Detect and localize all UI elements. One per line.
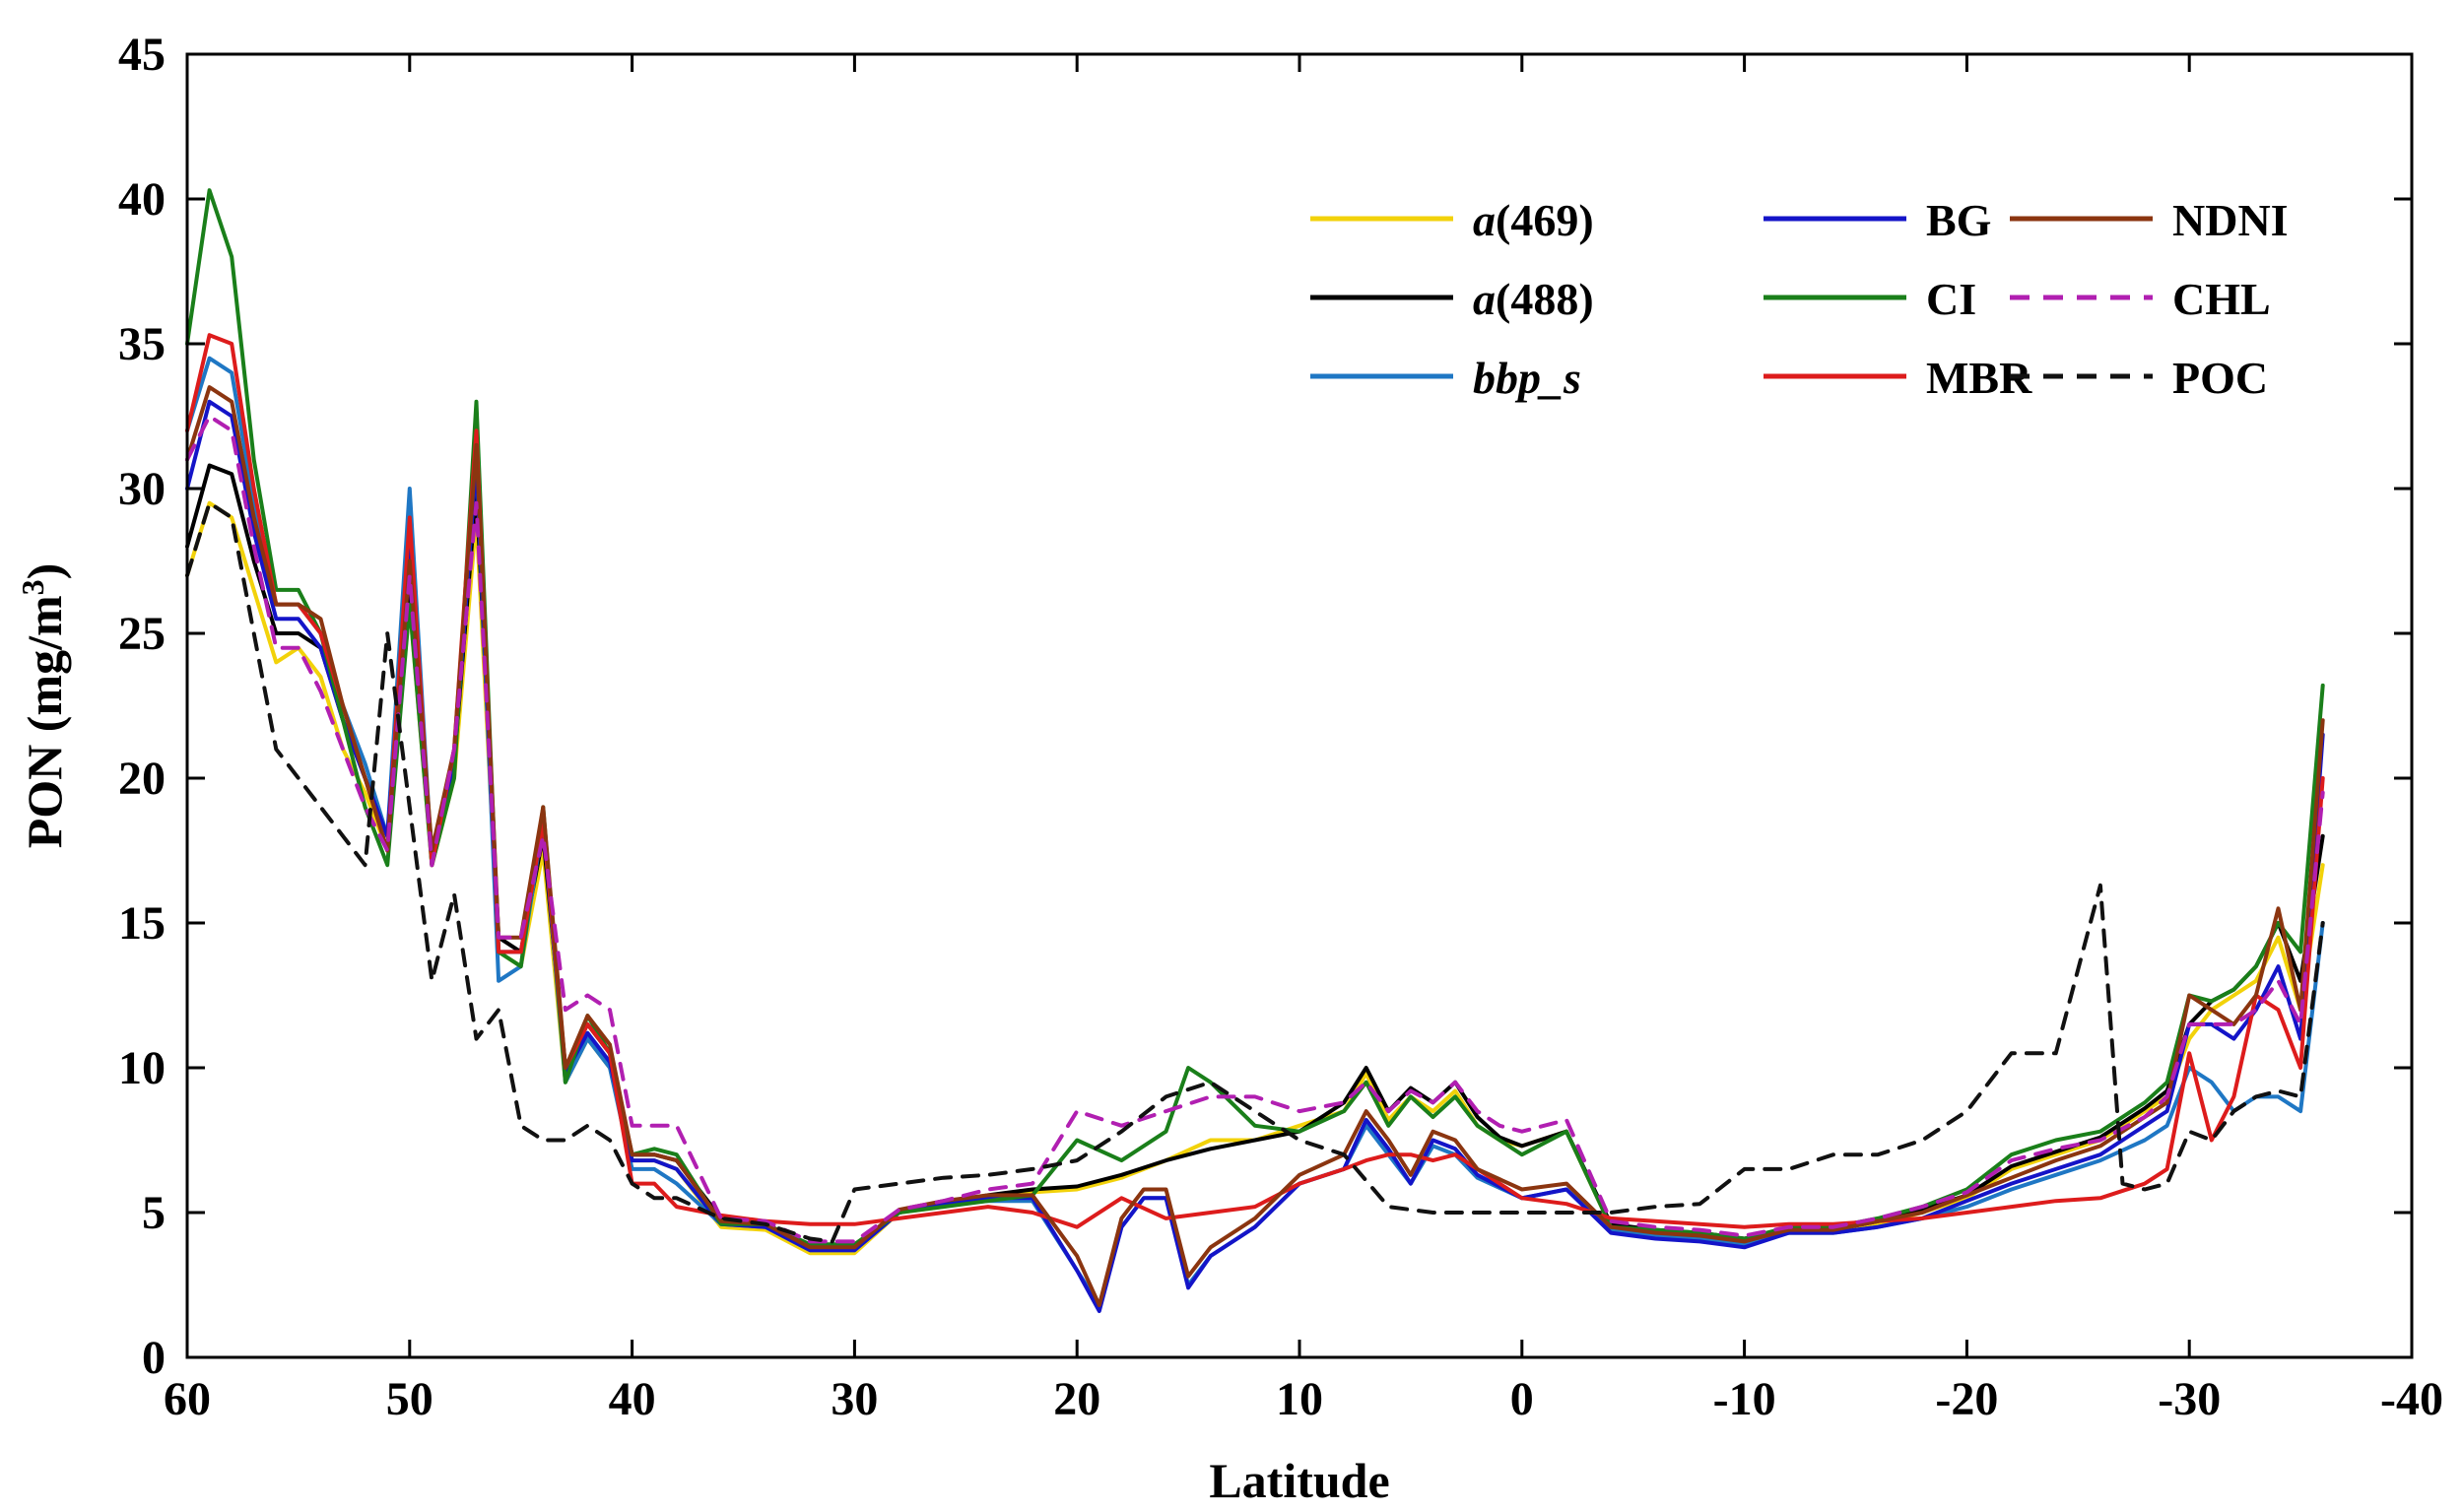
legend-label-text: CHL: [2172, 274, 2271, 324]
x-tick-label: 50: [386, 1373, 433, 1425]
y-tick-label: 5: [142, 1187, 166, 1239]
legend-label: a(488): [1473, 274, 1594, 324]
y-tick-label: 35: [118, 318, 166, 370]
y-tick-label: 15: [118, 897, 166, 950]
legend-label: NDNI: [2172, 195, 2289, 245]
series-line-poc: [185, 500, 2325, 1244]
legend-label-italic: a: [1473, 195, 1496, 245]
x-tick-label: -20: [1935, 1373, 1998, 1425]
legend-label-text: BG: [1926, 195, 1991, 245]
legend-label-italic: bbp_s: [1473, 353, 1581, 403]
x-tick-label: 60: [164, 1373, 211, 1425]
series-line-mbr: [185, 333, 2325, 1229]
x-tick-label: 20: [1053, 1373, 1100, 1425]
y-tick-label: 45: [118, 29, 166, 81]
y-tick-label: 30: [118, 463, 166, 515]
legend-label-text: POC: [2172, 353, 2268, 403]
x-tick-label: -30: [2158, 1373, 2221, 1425]
legend-label-text: NDNI: [2172, 195, 2289, 245]
x-tick-label: 40: [609, 1373, 656, 1425]
legend-label: a(469): [1473, 195, 1594, 245]
x-tick-label: 0: [1510, 1373, 1534, 1425]
legend-label-text: CI: [1926, 274, 1976, 324]
legend-label: BG: [1926, 195, 1991, 245]
y-tick-label: 40: [118, 173, 166, 226]
y-axis-title-main: PON (mg/m: [17, 595, 72, 848]
legend-label-text: (488): [1496, 274, 1594, 324]
legend-label-italic: a: [1473, 274, 1496, 324]
y-axis-ticks: 0 5 10 15 20 25 30 35 40 45: [118, 29, 2412, 1384]
y-axis-title: PON (mg/m3): [15, 563, 72, 849]
x-axis-ticks: 60 50 40 30 20 10 0 -10 -20 -30 -40: [164, 54, 2443, 1425]
y-tick-label: 0: [142, 1332, 166, 1384]
y-axis-title-close: ): [17, 563, 72, 580]
y-tick-label: 10: [118, 1042, 166, 1094]
legend-label: CHL: [2172, 274, 2271, 324]
x-tick-label: 30: [831, 1373, 878, 1425]
y-tick-label: 25: [118, 608, 166, 660]
series-lines: [185, 188, 2325, 1313]
y-axis-title-superscript: 3: [15, 579, 50, 595]
y-tick-label: 20: [118, 753, 166, 805]
legend-label: CI: [1926, 274, 1976, 324]
legend-label-text: (469): [1496, 195, 1594, 245]
x-tick-label: -40: [2380, 1373, 2443, 1425]
x-tick-label: 10: [1276, 1373, 1323, 1425]
legend-label: bbp_s: [1473, 353, 1581, 403]
x-axis-title: Latitude: [1209, 1453, 1389, 1508]
x-tick-label: -10: [1713, 1373, 1776, 1425]
legend-label: POC: [2172, 353, 2268, 403]
